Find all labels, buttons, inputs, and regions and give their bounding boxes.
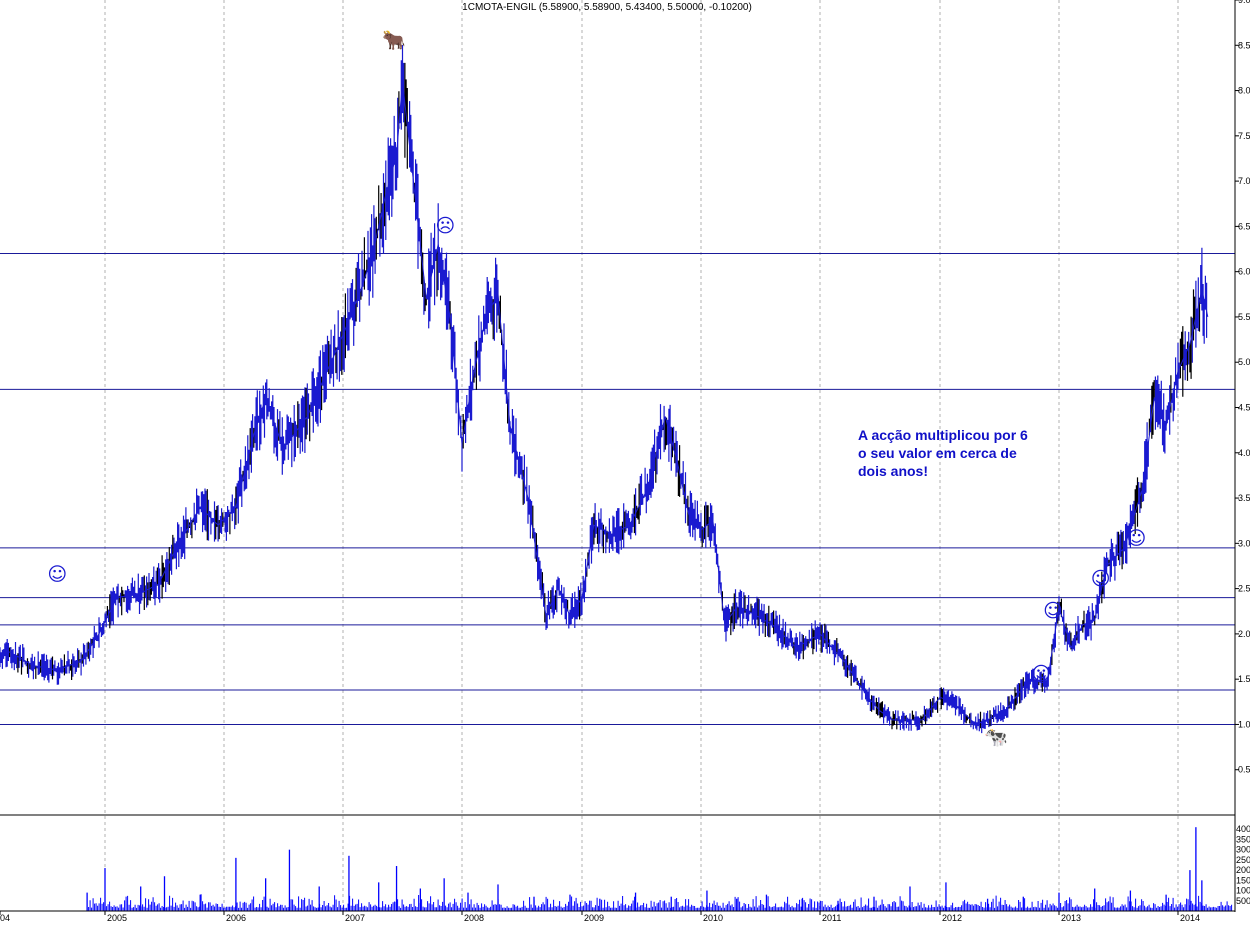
volume-tick-label: 25000: [1236, 855, 1250, 865]
price-tick-label: 4.0: [1238, 448, 1250, 458]
price-tick-label: 8.0: [1238, 86, 1250, 96]
annotation-line-1: A acção multiplicou por 6: [858, 427, 1028, 443]
time-tick-label: 2014: [1180, 913, 1200, 923]
volume-bars: [86, 827, 1233, 911]
smiley-icon: ☺: [1031, 663, 1051, 685]
frown-icon: ☹: [435, 215, 455, 237]
price-tick-label: 3.5: [1238, 493, 1250, 503]
price-tick-label: 2.5: [1238, 584, 1250, 594]
price-tick-label: 4.5: [1238, 403, 1250, 413]
price-series: [0, 45, 1209, 734]
smiley-icon: ☺: [1091, 568, 1111, 590]
time-tick-label: 2008: [464, 913, 484, 923]
smiley-icon: ☺: [1126, 527, 1146, 549]
time-tick-label: 2011: [822, 913, 841, 923]
price-tick-label: 7.0: [1238, 176, 1250, 186]
price-tick-label: 1.0: [1238, 719, 1250, 729]
smiley-icon: ☺: [47, 564, 67, 586]
volume-tick-label: 30000: [1236, 845, 1250, 855]
price-tick-label: 2.0: [1238, 629, 1250, 639]
volume-tick-label: 35000: [1236, 834, 1250, 844]
annotation-line-3: dois anos!: [858, 463, 928, 479]
price-tick-label: 1.5: [1238, 674, 1250, 684]
volume-tick-label: 15000: [1236, 875, 1250, 885]
price-tick-label: 0.5: [1238, 765, 1250, 775]
price-tick-label: 7.5: [1238, 131, 1250, 141]
volume-tick-label: 20000: [1236, 865, 1250, 875]
time-tick-label: 2012: [942, 913, 962, 923]
volume-tick-label: 10000: [1236, 886, 1250, 896]
price-tick-label: 6.5: [1238, 221, 1250, 231]
time-tick-label: 2009: [584, 913, 604, 923]
price-tick-label: 8.5: [1238, 40, 1250, 50]
price-line: [0, 81, 1209, 725]
volume-tick-label: 40000: [1236, 824, 1250, 834]
bear-icon: 🐄: [984, 727, 1008, 749]
price-tick-label: 5.0: [1238, 357, 1250, 367]
chart-markers: ☺ ☹ ☺ ☺ ☺ ☺ 🐂 🐄: [47, 29, 1146, 748]
price-tick-label: 9.0: [1238, 0, 1250, 5]
time-tick-label: 04: [0, 913, 10, 923]
chart-title: 1CMOTA-ENGIL (5.58900, 5.58900, 5.43400,…: [462, 2, 752, 13]
time-tick-label: 2007: [345, 913, 365, 923]
annotation-line-2: o seu valor em cerca de: [858, 445, 1017, 461]
price-tick-label: 3.0: [1238, 538, 1250, 548]
price-tick-label: 6.0: [1238, 267, 1250, 277]
support-resistance-lines: [0, 253, 1235, 725]
price-tick-label: 5.5: [1238, 312, 1250, 322]
smiley-icon: ☺: [1043, 600, 1063, 622]
time-tick-label: 2005: [107, 913, 127, 923]
annotation-text: A acção multiplicou por 6 o seu valor em…: [858, 427, 1032, 479]
time-tick-label: 2013: [1061, 913, 1081, 923]
time-tick-label: 2006: [226, 913, 246, 923]
grid-layer: [104, 0, 1179, 911]
bull-icon: 🐂: [382, 29, 406, 51]
volume-tick-label: 5000: [1236, 896, 1250, 906]
time-tick-label: 2010: [703, 913, 723, 923]
